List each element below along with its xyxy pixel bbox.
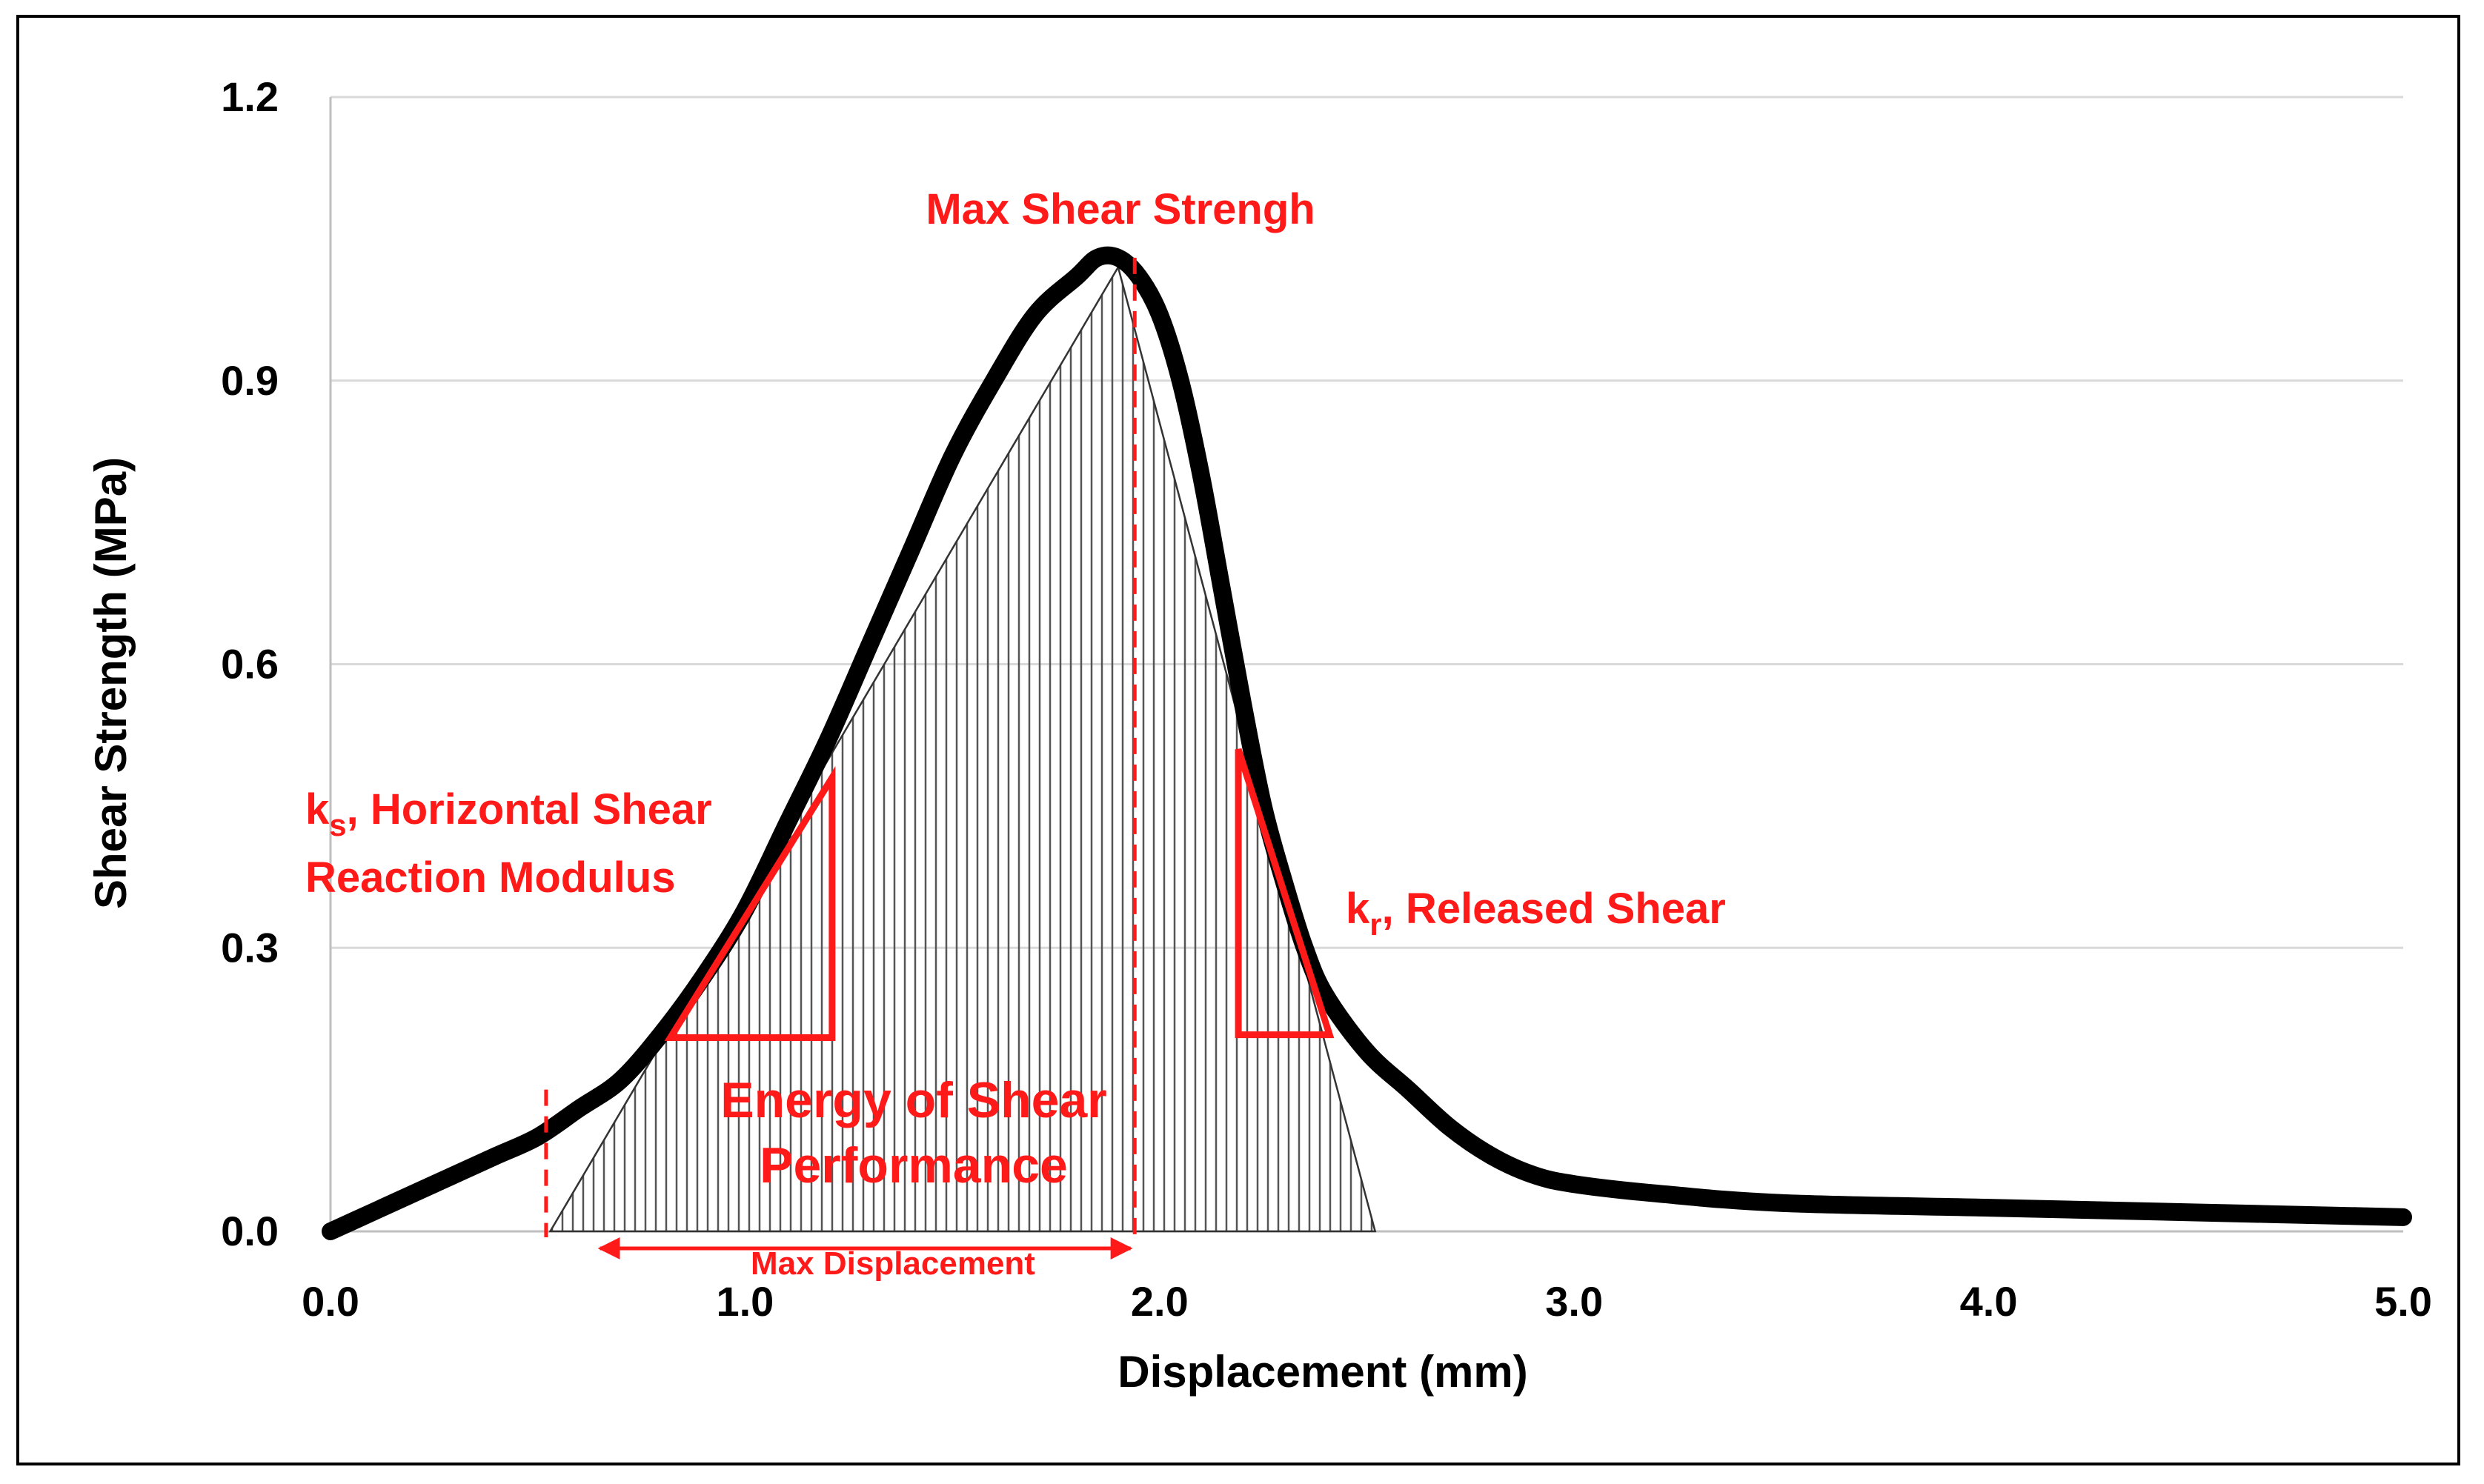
kr-label: kr, Released Shear: [1346, 885, 1726, 942]
x-tick-label: 1.0: [716, 1278, 774, 1325]
ks-label-line1: ks, Horizontal Shear: [305, 785, 712, 842]
y-tick-label: 0.9: [221, 357, 279, 404]
x-tick-labels: 0.0 1.0 2.0 3.0 4.0 5.0: [302, 1278, 2432, 1325]
ks-label-line2: Reaction Modulus: [305, 854, 675, 902]
kr-triangle: [1235, 748, 1335, 1039]
ks-subscript: s: [329, 808, 346, 842]
y-tick-label: 0.6: [221, 641, 279, 688]
x-tick-label: 4.0: [1960, 1278, 2018, 1325]
series-line-shear-strength: [322, 246, 2412, 1240]
ks-triangle: [664, 765, 836, 1041]
y-axis-label: Shear Strength (MPa): [86, 457, 136, 909]
y-tick-labels: 0.0 0.3 0.6 0.9 1.2: [221, 73, 279, 1254]
y-tick-label: 0.3: [221, 924, 279, 971]
ks-symbol: k: [305, 785, 330, 833]
x-axis-label: Displacement (mm): [1118, 1347, 1527, 1397]
x-tick-label: 0.0: [302, 1278, 359, 1325]
max-displacement-label: Max Displacement: [751, 1245, 1035, 1282]
kr-symbol: k: [1346, 885, 1370, 933]
max-shear-strength-label: Max Shear Strengh: [926, 185, 1315, 233]
x-tick-label: 3.0: [1545, 1278, 1603, 1325]
energy-label-line2: Performance: [760, 1137, 1068, 1194]
y-tick-label: 1.2: [221, 73, 279, 120]
kr-label-rest: , Released Shear: [1382, 885, 1726, 933]
x-tick-label: 2.0: [1131, 1278, 1189, 1325]
energy-label-line1: Energy of Shear: [720, 1072, 1107, 1128]
y-tick-label: 0.0: [221, 1208, 279, 1254]
x-tick-label: 5.0: [2374, 1278, 2432, 1325]
ks-label-rest: , Horizontal Shear: [347, 785, 712, 833]
kr-subscript: r: [1369, 907, 1381, 942]
